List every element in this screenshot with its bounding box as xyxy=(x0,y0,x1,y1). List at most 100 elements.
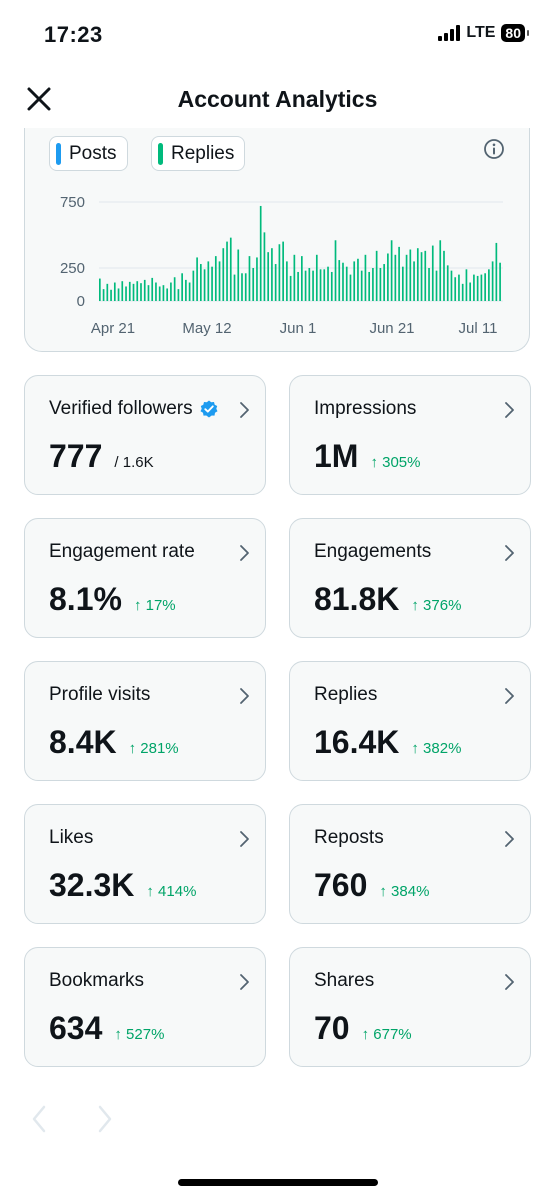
metric-card-impressions[interactable]: Impressions 1M ↑ 305% xyxy=(289,375,531,495)
chart-bar xyxy=(113,282,116,301)
metric-label: Verified followers xyxy=(49,398,219,420)
info-icon[interactable] xyxy=(483,138,505,160)
chart-bar xyxy=(420,252,423,301)
legend-posts-label: Posts xyxy=(69,142,117,164)
next-page-icon[interactable] xyxy=(94,1102,116,1136)
chart-bar xyxy=(476,275,479,301)
metric-card-engagement-rate[interactable]: Engagement rate 8.1% ↑ 17% xyxy=(24,518,266,638)
chart-bar xyxy=(241,273,243,301)
metric-change: ↑ 382% xyxy=(411,740,462,757)
metric-label: Likes xyxy=(49,827,93,849)
legend-replies[interactable]: Replies xyxy=(151,136,246,171)
chart-bar xyxy=(312,270,314,301)
metric-change: ↑ 17% xyxy=(133,597,176,614)
legend-posts[interactable]: Posts xyxy=(49,136,128,171)
chart-bar xyxy=(170,282,172,301)
status-indicators: LTE 80 xyxy=(438,24,529,42)
chart-bar xyxy=(301,256,303,301)
chart-bar xyxy=(491,261,494,301)
previous-page-icon[interactable] xyxy=(28,1102,50,1136)
chevron-right-icon xyxy=(505,545,514,561)
chart-bar xyxy=(372,268,374,301)
chart-bar xyxy=(349,274,352,301)
chart-bar xyxy=(431,245,434,301)
chart-bar xyxy=(278,244,281,301)
metric-card-likes[interactable]: Likes 32.3K ↑ 414% xyxy=(24,804,266,924)
chart-bar xyxy=(345,266,348,301)
chart-bar xyxy=(360,270,363,301)
metric-value-row: 70 ↑ 677% xyxy=(314,1010,412,1047)
chart-bar xyxy=(379,268,382,301)
metric-value-row: 8.4K ↑ 281% xyxy=(49,724,179,761)
chart-bar xyxy=(166,288,169,301)
metric-value-row: 634 ↑ 527% xyxy=(49,1010,164,1047)
chart-bar xyxy=(222,248,225,301)
chart-bar xyxy=(458,274,460,301)
chart-bar xyxy=(196,257,198,301)
header: Account Analytics xyxy=(0,70,555,128)
chart-bar xyxy=(162,285,165,301)
chart-bar xyxy=(364,254,367,301)
metric-card-shares[interactable]: Shares 70 ↑ 677% xyxy=(289,947,531,1067)
chevron-right-icon xyxy=(240,974,249,990)
metric-value-row: 777 / 1.6K xyxy=(49,438,154,475)
chart-bar xyxy=(387,253,389,301)
chart-bar xyxy=(237,249,240,301)
chart-bar xyxy=(207,261,210,301)
chevron-right-icon xyxy=(505,402,514,418)
metric-value-row: 1M ↑ 305% xyxy=(314,438,421,475)
x-tick-label: Jun 21 xyxy=(369,320,414,337)
chart-bar xyxy=(233,274,236,301)
chart-bar xyxy=(308,268,311,301)
chart-bar xyxy=(289,275,292,301)
y-tick-label: 250 xyxy=(60,260,85,277)
chart-bar xyxy=(226,241,228,301)
metric-card-profile-visits[interactable]: Profile visits 8.4K ↑ 281% xyxy=(24,661,266,781)
metric-label-text: Impressions xyxy=(314,398,417,419)
metric-value: 1M xyxy=(314,438,359,474)
metric-card-replies[interactable]: Replies 16.4K ↑ 382% xyxy=(289,661,531,781)
chart-bar xyxy=(443,250,445,301)
chart-bar xyxy=(143,279,146,301)
chart-bar xyxy=(256,257,258,301)
metric-label: Bookmarks xyxy=(49,970,144,992)
chart-bar xyxy=(259,205,262,301)
chart-bar xyxy=(304,270,307,301)
chart-bar xyxy=(454,277,457,301)
chart-bar xyxy=(394,254,397,301)
chart-bar xyxy=(334,240,337,301)
chart-bar xyxy=(338,260,341,301)
pager xyxy=(28,1102,116,1136)
x-tick-label: Apr 21 xyxy=(91,320,135,337)
chart-bar xyxy=(244,273,247,301)
metric-label-text: Shares xyxy=(314,970,375,991)
chart-bar xyxy=(125,286,127,301)
metric-card-bookmarks[interactable]: Bookmarks 634 ↑ 527% xyxy=(24,947,266,1067)
chart-bar xyxy=(402,266,404,301)
metric-card-reposts[interactable]: Reposts 760 ↑ 384% xyxy=(289,804,531,924)
metric-label-text: Likes xyxy=(49,827,94,848)
chart-bar xyxy=(158,286,161,301)
chart-bar xyxy=(151,277,154,301)
chart-bar xyxy=(368,271,371,301)
chart-bar xyxy=(155,282,157,301)
x-tick-label: May 12 xyxy=(182,320,231,337)
chart-bar xyxy=(203,269,206,301)
chart-bar xyxy=(181,273,183,301)
chart-bar xyxy=(99,278,101,301)
chart-bar xyxy=(136,281,139,301)
metric-card-engagements[interactable]: Engagements 81.8K ↑ 376% xyxy=(289,518,531,638)
metric-card-verified-followers[interactable]: Verified followers 777 / 1.6K xyxy=(24,375,266,495)
chart-bar xyxy=(147,285,150,301)
chart-bar xyxy=(106,283,109,301)
chart-bar xyxy=(499,262,501,301)
network-type: LTE xyxy=(466,24,496,41)
metric-label-text: Verified followers xyxy=(49,398,193,419)
metric-label: Reposts xyxy=(314,827,384,849)
metric-label: Engagement rate xyxy=(49,541,195,563)
chart-bar xyxy=(480,274,483,301)
chart-bar xyxy=(173,277,176,301)
metric-change: ↑ 376% xyxy=(411,597,462,614)
close-icon[interactable] xyxy=(22,82,56,116)
metric-value-row: 8.1% ↑ 17% xyxy=(49,581,176,618)
